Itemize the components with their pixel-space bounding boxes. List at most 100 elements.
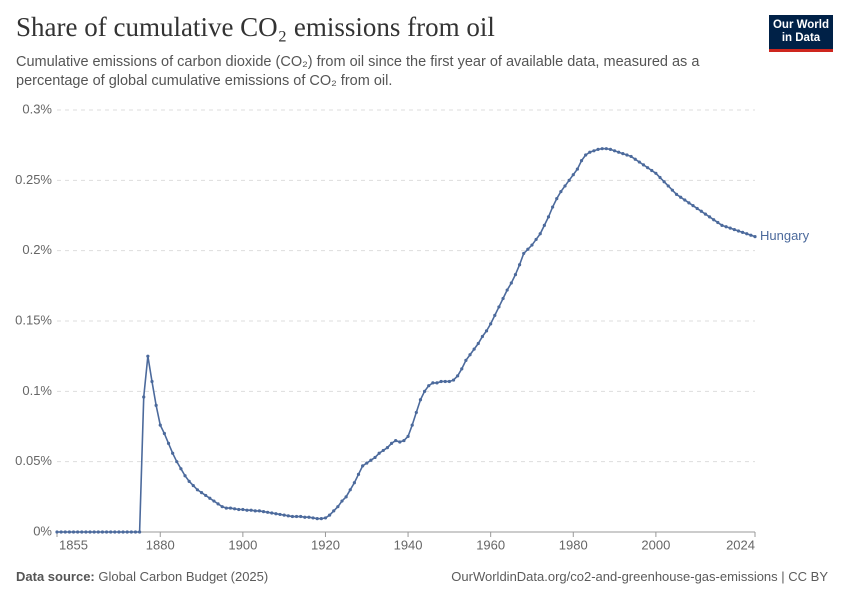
data-point bbox=[212, 499, 216, 503]
footer-source: Data source: Global Carbon Budget (2025) bbox=[16, 569, 268, 584]
data-point bbox=[476, 341, 480, 346]
data-point bbox=[187, 479, 191, 483]
data-point bbox=[414, 410, 418, 415]
data-point bbox=[427, 384, 431, 388]
data-point bbox=[377, 451, 381, 455]
data-point bbox=[567, 178, 571, 182]
data-point bbox=[625, 153, 629, 157]
data-point bbox=[555, 197, 559, 201]
data-point bbox=[456, 374, 460, 378]
data-point bbox=[501, 296, 505, 301]
chart-title: Share of cumulative CO₂ emissions from o… bbox=[16, 12, 495, 42]
data-point bbox=[741, 230, 745, 234]
data-point bbox=[216, 502, 220, 506]
data-point bbox=[261, 510, 266, 514]
data-point bbox=[604, 147, 608, 151]
y-tick-label: 0.1% bbox=[22, 383, 52, 398]
data-point bbox=[361, 464, 365, 468]
data-point bbox=[460, 367, 464, 371]
data-point bbox=[373, 455, 377, 460]
data-point bbox=[299, 514, 303, 519]
data-point bbox=[687, 201, 691, 205]
data-point bbox=[344, 495, 348, 499]
data-point bbox=[716, 220, 720, 225]
data-point bbox=[617, 150, 621, 154]
data-point bbox=[117, 530, 121, 534]
data-point bbox=[232, 507, 237, 511]
data-point bbox=[129, 530, 133, 534]
data-point bbox=[612, 149, 617, 153]
data-point bbox=[596, 147, 600, 151]
data-point bbox=[398, 440, 402, 444]
data-point bbox=[166, 441, 171, 445]
y-tick-label: 0.2% bbox=[22, 242, 52, 257]
series-label: Hungary bbox=[760, 228, 810, 243]
data-point bbox=[237, 507, 241, 512]
data-point bbox=[96, 530, 100, 534]
data-point bbox=[563, 184, 567, 188]
data-point bbox=[76, 530, 80, 534]
data-point bbox=[319, 517, 323, 521]
data-point bbox=[513, 272, 518, 277]
data-point bbox=[88, 530, 92, 534]
data-point bbox=[158, 423, 162, 427]
data-point bbox=[332, 509, 336, 513]
data-point bbox=[650, 168, 654, 173]
data-point bbox=[666, 184, 670, 188]
data-point bbox=[679, 195, 683, 199]
data-point bbox=[84, 530, 88, 534]
data-point bbox=[728, 226, 732, 230]
data-point bbox=[365, 461, 369, 465]
data-point bbox=[109, 530, 113, 534]
series-line bbox=[57, 147, 756, 533]
data-point bbox=[71, 530, 76, 534]
data-point bbox=[621, 152, 625, 156]
data-point bbox=[307, 515, 311, 519]
data-point bbox=[142, 395, 146, 399]
data-point bbox=[443, 379, 447, 384]
data-point bbox=[451, 378, 456, 382]
data-point bbox=[542, 223, 546, 227]
footer-url[interactable]: OurWorldinData.org/co2-and-greenhouse-ga… bbox=[451, 569, 828, 584]
data-point bbox=[559, 189, 563, 194]
x-tick-label: 1920 bbox=[311, 537, 340, 552]
data-point bbox=[745, 232, 749, 236]
data-point bbox=[509, 281, 513, 285]
x-tick-label: 1980 bbox=[559, 537, 588, 552]
data-point bbox=[55, 530, 59, 534]
logo[interactable]: Our World in Data bbox=[769, 15, 833, 52]
data-point bbox=[323, 516, 328, 520]
data-point bbox=[435, 381, 439, 385]
data-point bbox=[406, 434, 410, 438]
data-point bbox=[600, 147, 604, 151]
data-point bbox=[712, 218, 716, 222]
data-point bbox=[311, 516, 315, 520]
data-point bbox=[336, 505, 340, 509]
data-point bbox=[257, 509, 261, 513]
data-point bbox=[104, 530, 109, 534]
data-point bbox=[431, 381, 435, 385]
data-point bbox=[191, 483, 195, 488]
data-point bbox=[150, 379, 154, 384]
data-point bbox=[699, 209, 703, 213]
data-point bbox=[484, 329, 489, 333]
data-point bbox=[464, 358, 468, 362]
data-point bbox=[534, 237, 538, 242]
data-point bbox=[637, 160, 641, 164]
x-tick-label: 2000 bbox=[641, 537, 670, 552]
data-point bbox=[199, 491, 204, 495]
data-point bbox=[100, 530, 105, 534]
data-point bbox=[720, 223, 724, 227]
data-point bbox=[707, 215, 712, 219]
data-point bbox=[480, 334, 485, 339]
data-point bbox=[736, 229, 741, 233]
data-point bbox=[695, 206, 699, 211]
data-point bbox=[290, 514, 295, 519]
data-point bbox=[389, 441, 394, 445]
x-tick-label: 1940 bbox=[394, 537, 423, 552]
data-point bbox=[588, 150, 592, 154]
data-point bbox=[749, 233, 753, 237]
data-point bbox=[381, 448, 385, 453]
data-point bbox=[674, 192, 679, 196]
